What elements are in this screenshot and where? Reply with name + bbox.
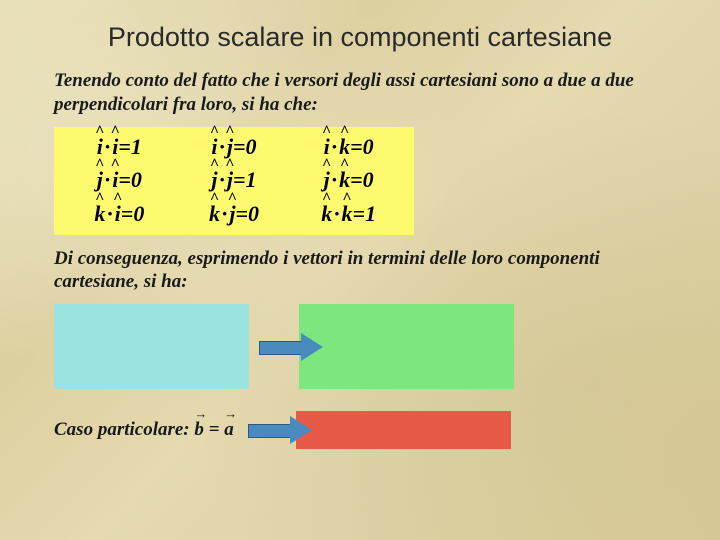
caso-row: Caso particolare: b = a xyxy=(54,411,666,449)
slide-container: Prodotto scalare in componenti cartesian… xyxy=(0,0,720,469)
cyan-box xyxy=(54,304,249,389)
second-paragraph: Di conseguenza, esprimendo i vettori in … xyxy=(54,247,666,295)
green-box xyxy=(299,304,514,389)
versor-matrix: i·i=1i·j=0i·k=0j·i=0j·j=1j·k=0k·i=0k·j=0… xyxy=(54,127,414,235)
formula-row xyxy=(54,304,666,389)
vector-a: a xyxy=(224,419,234,441)
matrix-cell: k·i=0 xyxy=(62,201,177,227)
equals-sign: = xyxy=(204,419,224,440)
caso-text: Caso particolare: xyxy=(54,419,194,440)
vector-b: b xyxy=(194,419,204,441)
matrix-cell: k·k=1 xyxy=(291,201,406,227)
caso-label: Caso particolare: b = a xyxy=(54,419,234,441)
page-title: Prodotto scalare in componenti cartesian… xyxy=(54,22,666,53)
red-box xyxy=(296,411,511,449)
matrix-cell: k·j=0 xyxy=(177,201,292,227)
intro-paragraph: Tenendo conto del fatto che i versori de… xyxy=(54,69,666,117)
